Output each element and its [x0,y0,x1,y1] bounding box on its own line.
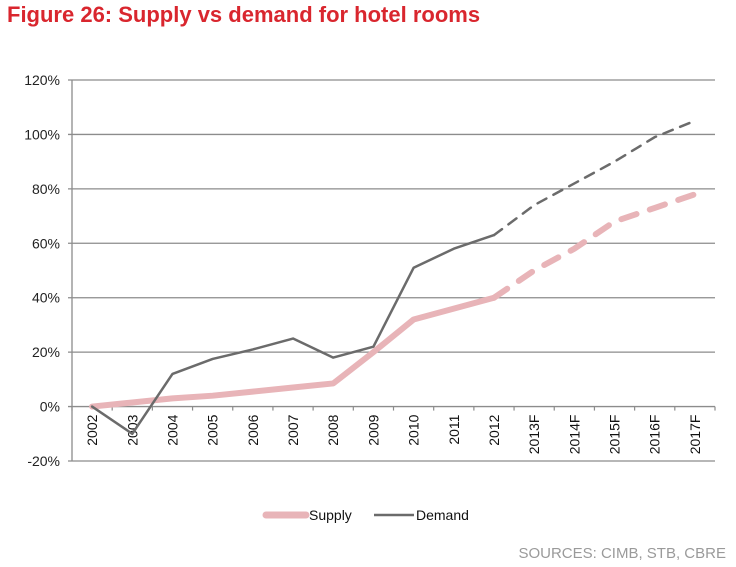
x-axis: 2002 2003 2004 2005 2006 2007 2008 2009 2010 2011… [71,406,716,455]
y-tick-label: 60% [32,235,60,251]
x-tick-label: 2004 [164,414,180,445]
y-tick-label: 80% [32,181,60,197]
x-tick-label: 2002 [84,414,100,445]
x-tick-label: 2007 [285,414,301,445]
x-tick-label: 2006 [245,414,261,445]
x-tick-label: 2009 [365,414,381,445]
x-tick-label: 2015F [607,415,623,455]
x-tick-label: 2013F [526,415,542,455]
legend: Supply Demand [262,507,469,523]
x-tick-label: 2010 [406,414,422,445]
y-axis-ticks: -20% 0% 20% 40% 60% 80% 100% 120% [24,72,60,469]
demand-line-forecast [492,119,697,237]
x-tick-label: 2011 [446,414,462,444]
demand-line-actual [90,233,496,436]
x-tick-label: 2008 [325,414,341,445]
chart-title: Figure 26: Supply vs demand for hotel ro… [7,2,481,27]
legend-label-supply: Supply [309,507,352,523]
series-lines [89,119,698,436]
gridlines [68,79,715,462]
y-tick-label: 100% [24,126,60,142]
y-tick-label: 40% [32,290,60,306]
supply-line-forecast [490,191,698,301]
x-tick-label: 2012 [486,414,502,445]
x-tick-label: 2003 [124,414,140,445]
x-tick-label: 2014F [566,415,582,455]
sources-note: SOURCES: CIMB, STB, CBRE [518,545,726,562]
y-tick-label: 0% [40,399,60,415]
legend-label-demand: Demand [416,507,469,523]
y-tick-label: -20% [27,453,60,469]
x-tick-label: 2017F [687,415,703,455]
y-tick-label: 20% [32,344,60,360]
x-tick-label: 2016F [647,415,663,455]
y-tick-label: 120% [24,72,60,88]
x-tick-label: 2005 [205,414,221,445]
